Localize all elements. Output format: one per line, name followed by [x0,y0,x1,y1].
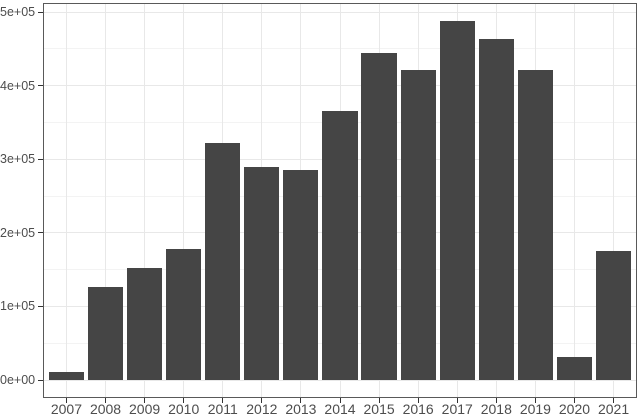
gridline-major-vertical [65,3,67,398]
x-axis-tick-label: 2019 [519,401,551,415]
x-axis-tick [534,398,536,403]
x-axis-tick [183,398,185,403]
x-axis-tick-label: 2012 [246,401,278,415]
x-axis-tick-label: 2007 [50,401,83,415]
y-axis-tick [37,85,43,87]
x-axis-tick [339,398,341,403]
bar-2016 [400,70,436,381]
gridline-major-vertical [573,3,575,398]
x-axis-tick [378,398,380,403]
gridline-major-vertical [105,3,107,398]
x-axis-tick [300,398,302,403]
bar-2008 [87,286,124,381]
x-axis-tick-label: 2016 [402,401,434,415]
x-axis-tick-label: 2020 [558,401,591,415]
y-axis-tick-label: 4e+05 [0,78,36,93]
bar-2019 [517,69,553,381]
y-axis-tick [37,379,43,381]
x-axis-tick [65,398,67,403]
y-axis-tick [37,158,43,160]
x-axis-tick-label: 2014 [324,401,356,415]
bar-2011 [205,143,241,381]
x-axis-tick-label: 2011 [207,401,238,415]
x-axis-tick-label: 2018 [480,401,512,415]
y-axis-tick-label: 0e+00 [0,373,36,388]
x-axis-tick-label: 2021 [597,401,630,415]
bar-2009 [127,268,163,381]
y-axis-tick [37,232,43,234]
x-axis-tick-label: 2008 [89,401,122,415]
bar-2017 [439,20,475,381]
bar-2018 [478,38,514,381]
x-axis-tick [144,398,146,403]
x-axis-tick [222,398,224,403]
x-axis-tick [261,398,263,403]
gridline-major-vertical [183,3,185,398]
x-axis-tick-label: 2013 [285,401,317,415]
bar-2020 [556,357,593,381]
gridline-major-vertical [613,3,615,398]
x-axis-tick-label: 2017 [441,401,473,415]
plot-panel [43,3,637,398]
x-axis-tick-label: 2009 [129,401,161,415]
y-axis-tick [37,11,43,13]
x-axis-tick [105,398,107,403]
x-axis-tick [456,398,458,403]
bar-2014 [322,110,358,381]
x-axis-tick-label: 2010 [168,401,200,415]
x-axis-tick [573,398,575,403]
x-axis-tick [495,398,497,403]
bar-2010 [166,249,202,381]
bar-2021 [595,251,632,381]
x-axis-tick [613,398,615,403]
bar-2012 [244,167,280,381]
bar-2013 [283,170,319,381]
y-axis-tick-label: 3e+05 [0,152,36,167]
gridline-major-vertical [144,3,146,398]
y-axis-tick [37,305,43,307]
bar-2015 [361,52,397,381]
y-axis-tick-label: 2e+05 [0,225,36,240]
y-axis-tick-label: 5e+05 [0,5,36,20]
bar-2007 [48,371,85,381]
x-axis-tick-label: 2015 [363,401,395,415]
x-axis-tick [417,398,419,403]
y-axis-tick-label: 1e+05 [0,299,36,314]
